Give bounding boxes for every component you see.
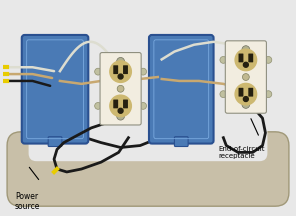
FancyBboxPatch shape — [149, 35, 214, 144]
Circle shape — [140, 68, 147, 75]
Circle shape — [110, 61, 131, 83]
FancyBboxPatch shape — [22, 35, 88, 144]
FancyBboxPatch shape — [113, 100, 118, 108]
Circle shape — [220, 91, 227, 98]
FancyBboxPatch shape — [123, 65, 128, 74]
Circle shape — [242, 100, 250, 108]
FancyBboxPatch shape — [113, 65, 118, 74]
FancyBboxPatch shape — [239, 54, 243, 62]
FancyBboxPatch shape — [248, 54, 253, 62]
FancyBboxPatch shape — [29, 108, 267, 161]
Circle shape — [110, 95, 131, 117]
Circle shape — [265, 91, 272, 98]
FancyBboxPatch shape — [48, 137, 62, 146]
Circle shape — [220, 56, 227, 63]
Circle shape — [117, 57, 125, 65]
FancyBboxPatch shape — [7, 132, 289, 206]
Circle shape — [140, 102, 147, 109]
Text: End-of-circuit
receptacle: End-of-circuit receptacle — [218, 146, 265, 159]
FancyBboxPatch shape — [174, 137, 188, 146]
FancyBboxPatch shape — [225, 41, 266, 113]
FancyBboxPatch shape — [239, 88, 243, 97]
Circle shape — [265, 56, 272, 63]
Circle shape — [118, 74, 123, 79]
Circle shape — [235, 49, 257, 71]
Circle shape — [118, 108, 123, 113]
Circle shape — [95, 102, 102, 109]
FancyBboxPatch shape — [100, 52, 141, 125]
Circle shape — [117, 112, 125, 120]
Circle shape — [243, 97, 248, 102]
Circle shape — [242, 74, 249, 80]
Circle shape — [95, 68, 102, 75]
Circle shape — [242, 46, 250, 54]
FancyBboxPatch shape — [123, 100, 128, 108]
Circle shape — [243, 62, 248, 67]
Text: Power
source: Power source — [15, 192, 40, 211]
Circle shape — [117, 85, 124, 92]
FancyBboxPatch shape — [248, 88, 253, 97]
Circle shape — [235, 83, 257, 105]
